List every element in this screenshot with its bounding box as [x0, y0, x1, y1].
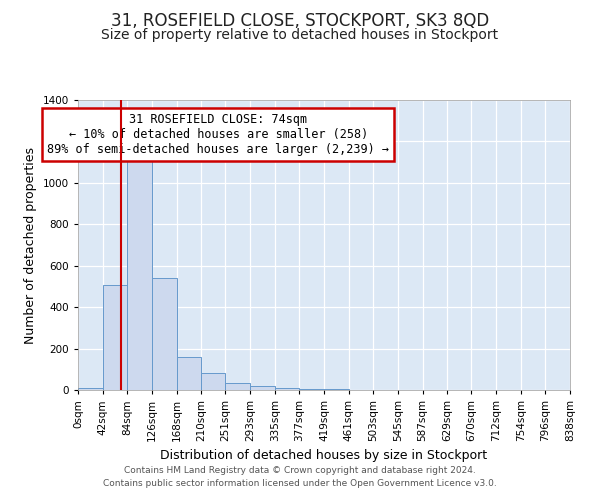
Bar	[201, 373, 226, 390]
Text: 31, ROSEFIELD CLOSE, STOCKPORT, SK3 8QD: 31, ROSEFIELD CLOSE, STOCKPORT, SK3 8QD	[111, 12, 489, 30]
Text: 31 ROSEFIELD CLOSE: 74sqm
← 10% of detached houses are smaller (258)
89% of semi: 31 ROSEFIELD CLOSE: 74sqm ← 10% of detac…	[47, 113, 389, 156]
Bar	[78, 388, 103, 390]
Bar	[152, 278, 176, 390]
Bar	[176, 357, 201, 390]
Bar	[299, 389, 324, 390]
Bar	[127, 151, 152, 390]
Bar	[226, 383, 250, 390]
Text: Size of property relative to detached houses in Stockport: Size of property relative to detached ho…	[101, 28, 499, 42]
Bar	[103, 286, 127, 390]
Bar	[275, 388, 299, 390]
Text: Contains HM Land Registry data © Crown copyright and database right 2024.
Contai: Contains HM Land Registry data © Crown c…	[103, 466, 497, 487]
Bar	[250, 386, 275, 390]
X-axis label: Distribution of detached houses by size in Stockport: Distribution of detached houses by size …	[160, 450, 488, 462]
Y-axis label: Number of detached properties: Number of detached properties	[24, 146, 37, 344]
